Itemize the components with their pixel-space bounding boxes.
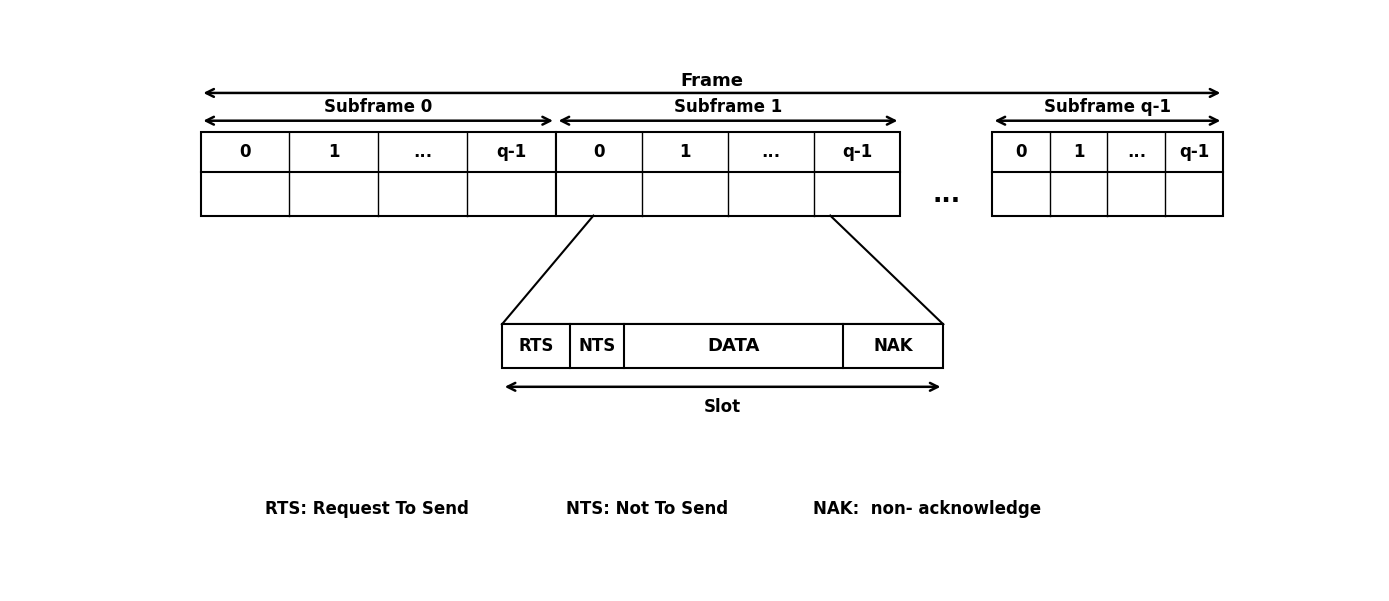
Text: ...: ... — [761, 143, 781, 161]
Bar — [992, 132, 1224, 216]
Text: 1: 1 — [679, 143, 690, 161]
Text: q-1: q-1 — [496, 143, 526, 161]
Text: Subframe 0: Subframe 0 — [324, 98, 432, 116]
Text: 1: 1 — [1072, 143, 1085, 161]
Text: Subframe q-1: Subframe q-1 — [1045, 98, 1171, 116]
Text: NAK: NAK — [874, 337, 913, 355]
Text: ...: ... — [1126, 143, 1146, 161]
Text: Slot: Slot — [704, 398, 742, 416]
Bar — [200, 132, 556, 216]
Bar — [556, 132, 900, 216]
Text: RTS: RTS — [518, 337, 554, 355]
Text: q-1: q-1 — [1179, 143, 1210, 161]
Text: ...: ... — [413, 143, 432, 161]
Bar — [501, 325, 943, 368]
Text: Subframe 1: Subframe 1 — [674, 98, 782, 116]
Text: q-1: q-1 — [842, 143, 872, 161]
Text: 1: 1 — [328, 143, 339, 161]
Text: ...: ... — [932, 183, 961, 207]
Text: 0: 0 — [239, 143, 250, 161]
Text: 0: 0 — [1015, 143, 1026, 161]
Text: 0: 0 — [593, 143, 604, 161]
Text: NTS: NTS — [578, 337, 615, 355]
Text: RTS: Request To Send: RTS: Request To Send — [265, 501, 469, 519]
Text: Frame: Frame — [681, 72, 743, 90]
Text: DATA: DATA — [707, 337, 760, 355]
Text: NTS: Not To Send: NTS: Not To Send — [567, 501, 728, 519]
Text: NAK:  non- acknowledge: NAK: non- acknowledge — [813, 501, 1042, 519]
